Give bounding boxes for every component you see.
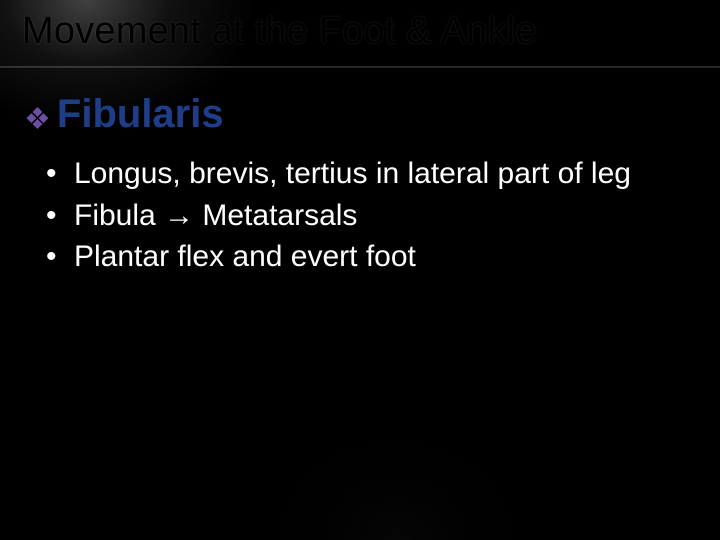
subheading-text: Fibularis [57, 92, 224, 137]
page-title: Movement at the Foot & Ankle [22, 10, 698, 53]
content-area: ❖ Fibularis Longus, brevis, tertius in l… [24, 92, 694, 280]
title-underline [0, 66, 720, 68]
subheading: ❖ Fibularis [24, 92, 694, 137]
list-item: Plantar flex and evert foot [44, 238, 694, 276]
list-item: Fibula → Metatarsals [44, 197, 694, 235]
list-item: Longus, brevis, tertius in lateral part … [44, 155, 694, 193]
diamond-bullet-icon: ❖ [24, 105, 51, 135]
slide: Movement at the Foot & Ankle ❖ Fibularis… [0, 0, 720, 540]
bullet-list: Longus, brevis, tertius in lateral part … [44, 155, 694, 276]
